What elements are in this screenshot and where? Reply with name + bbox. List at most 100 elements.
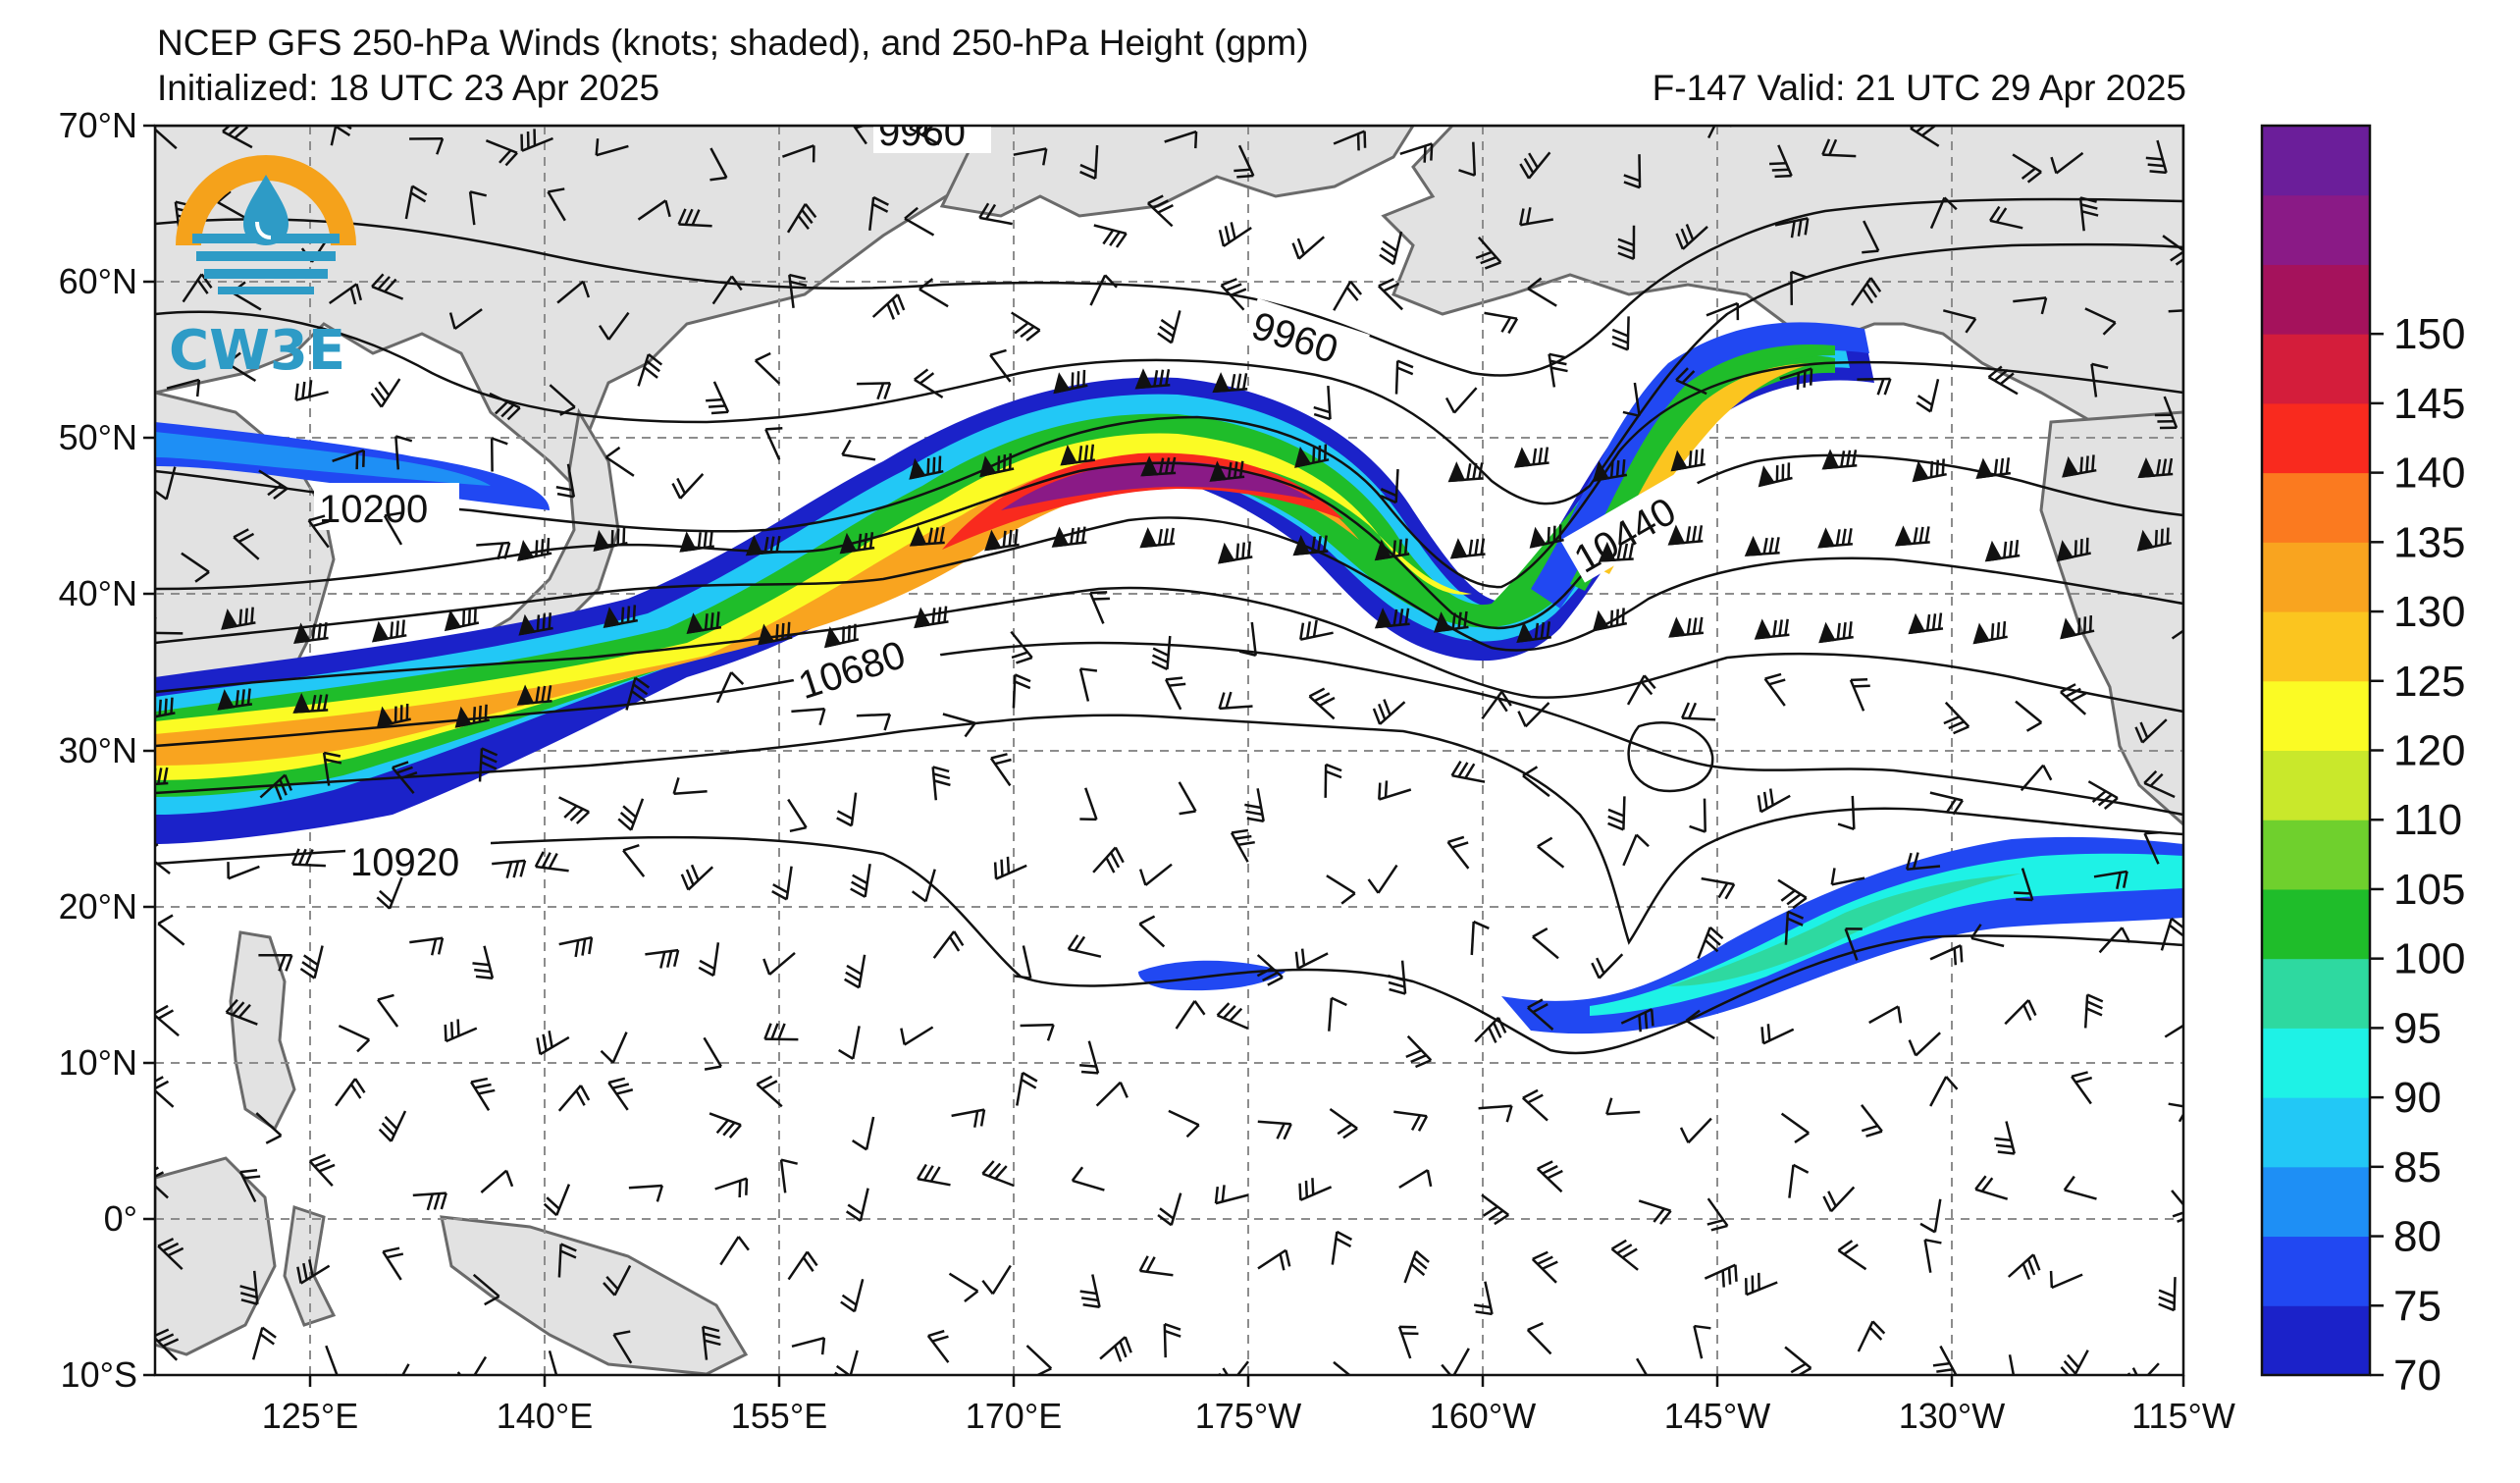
- wind-barb: [612, 1330, 633, 1364]
- wind-barb: [2164, 1018, 2183, 1038]
- wind-barb: [1626, 674, 1656, 706]
- colorbar-swatch: [2262, 1028, 2370, 1098]
- wind-barb: [335, 1078, 366, 1107]
- wind-barb: [1378, 278, 1403, 311]
- wind-barb: [1294, 948, 1329, 970]
- wind-barb: [485, 139, 518, 167]
- wind-barb: [1011, 311, 1041, 342]
- wind-barb: [1837, 1240, 1867, 1271]
- wind-barb: [1010, 630, 1033, 664]
- wind-barb: [1146, 194, 1174, 228]
- wind-barb: [719, 1236, 750, 1266]
- wind-barb: [1326, 874, 1356, 905]
- cw3e-logo: CW3E: [169, 155, 356, 383]
- wind-barb: [1079, 1274, 1101, 1308]
- wind-barb: [1929, 1076, 1959, 1107]
- wind-barb: [1908, 1032, 1941, 1057]
- wind-barb: [251, 1326, 277, 1360]
- wind-barb: [1051, 526, 1087, 548]
- wind-barb: [714, 1177, 749, 1198]
- jet-kuril-core: [155, 432, 491, 486]
- wind-barb: [711, 275, 743, 305]
- wind-barb: [845, 1188, 869, 1222]
- wind-barb: [637, 199, 671, 221]
- wind-barb: [556, 280, 591, 304]
- wind-barb: [787, 1250, 818, 1281]
- wind-barb: [993, 856, 1027, 880]
- wind-barb: [593, 527, 628, 552]
- colorbar-swatch: [2262, 750, 2370, 821]
- wind-barb: [617, 798, 645, 831]
- wind-barb: [2154, 396, 2179, 430]
- wind-barb: [911, 869, 936, 903]
- wind-barb: [2050, 151, 2084, 175]
- wind-barb: [1433, 610, 1469, 633]
- map-panel: 9960 9960 10200 10440 10680 10920: [155, 126, 2183, 1375]
- wind-barb: [1328, 996, 1347, 1032]
- wind-barb: [1929, 196, 1958, 230]
- wind-barb: [1849, 678, 1870, 712]
- wind-barb: [480, 1169, 514, 1193]
- wind-barb: [325, 1345, 340, 1375]
- wind-barb: [1857, 377, 1892, 396]
- wind-barb: [1758, 462, 1793, 488]
- contour-10560: [155, 586, 2183, 714]
- wind-barb: [679, 530, 714, 553]
- water-drop-icon: [243, 175, 289, 245]
- wind-barb: [844, 954, 866, 989]
- wind-barb: [1093, 224, 1128, 248]
- lon-label-140e: 140°E: [497, 1396, 593, 1436]
- wind-barb: [489, 392, 521, 421]
- wind-barb: [1481, 691, 1512, 720]
- colorbar-swatches: [2262, 126, 2370, 1376]
- wind-barb: [1638, 1199, 1672, 1225]
- lon-label-130w: 130°W: [1899, 1396, 2005, 1436]
- wind-barb: [1784, 910, 1805, 945]
- wind-barb: [492, 859, 527, 879]
- wind-barb: [931, 766, 951, 801]
- wind-barb: [709, 147, 728, 182]
- wind-barb: [1138, 1255, 1174, 1277]
- wind-barb: [1817, 527, 1854, 549]
- wind-barb: [2171, 618, 2183, 640]
- wind-barb: [839, 532, 875, 555]
- wind-barb: [226, 351, 257, 383]
- wind-barb: [1610, 1239, 1639, 1271]
- wind-barb: [155, 767, 169, 787]
- wind-barb: [1912, 458, 1947, 483]
- wind-barb: [1458, 141, 1477, 177]
- wind-barb: [472, 1273, 500, 1306]
- wind-barb: [1257, 1248, 1291, 1271]
- wind-barb: [1620, 1008, 1654, 1033]
- wind-barb: [1079, 144, 1099, 181]
- wind-barb: [1403, 1249, 1430, 1284]
- wind-barb: [926, 1329, 950, 1363]
- wind-barb: [1446, 835, 1470, 870]
- wind-barb: [1821, 449, 1858, 470]
- jet-main-outer: [155, 326, 1874, 844]
- land-alaska: [1381, 126, 2183, 434]
- colorbar-swatch: [2262, 472, 2370, 543]
- wind-barb: [472, 945, 495, 980]
- colorbar-swatch: [2262, 334, 2370, 404]
- wind-barb: [850, 864, 871, 898]
- wind-barb: [412, 1192, 447, 1211]
- wind-barb: [764, 427, 783, 460]
- wind-barb: [1617, 225, 1636, 260]
- wind-barb: [1744, 535, 1780, 556]
- wind-barb: [1837, 795, 1856, 831]
- wind-barb: [2090, 362, 2109, 397]
- wind-barb: [516, 684, 552, 706]
- wind-barb: [555, 463, 576, 499]
- wind-barb: [322, 751, 342, 786]
- wind-barb: [377, 993, 399, 1028]
- wind-barb: [871, 293, 906, 320]
- wind-barb: [182, 273, 213, 303]
- wind-barb: [841, 439, 876, 461]
- wind-barb: [2015, 700, 2043, 732]
- wind-barb: [1984, 540, 2021, 562]
- wind-barb: [909, 455, 944, 480]
- wind-barb: [791, 1336, 826, 1355]
- wind-barb: [645, 948, 680, 969]
- wind-barb: [370, 378, 401, 408]
